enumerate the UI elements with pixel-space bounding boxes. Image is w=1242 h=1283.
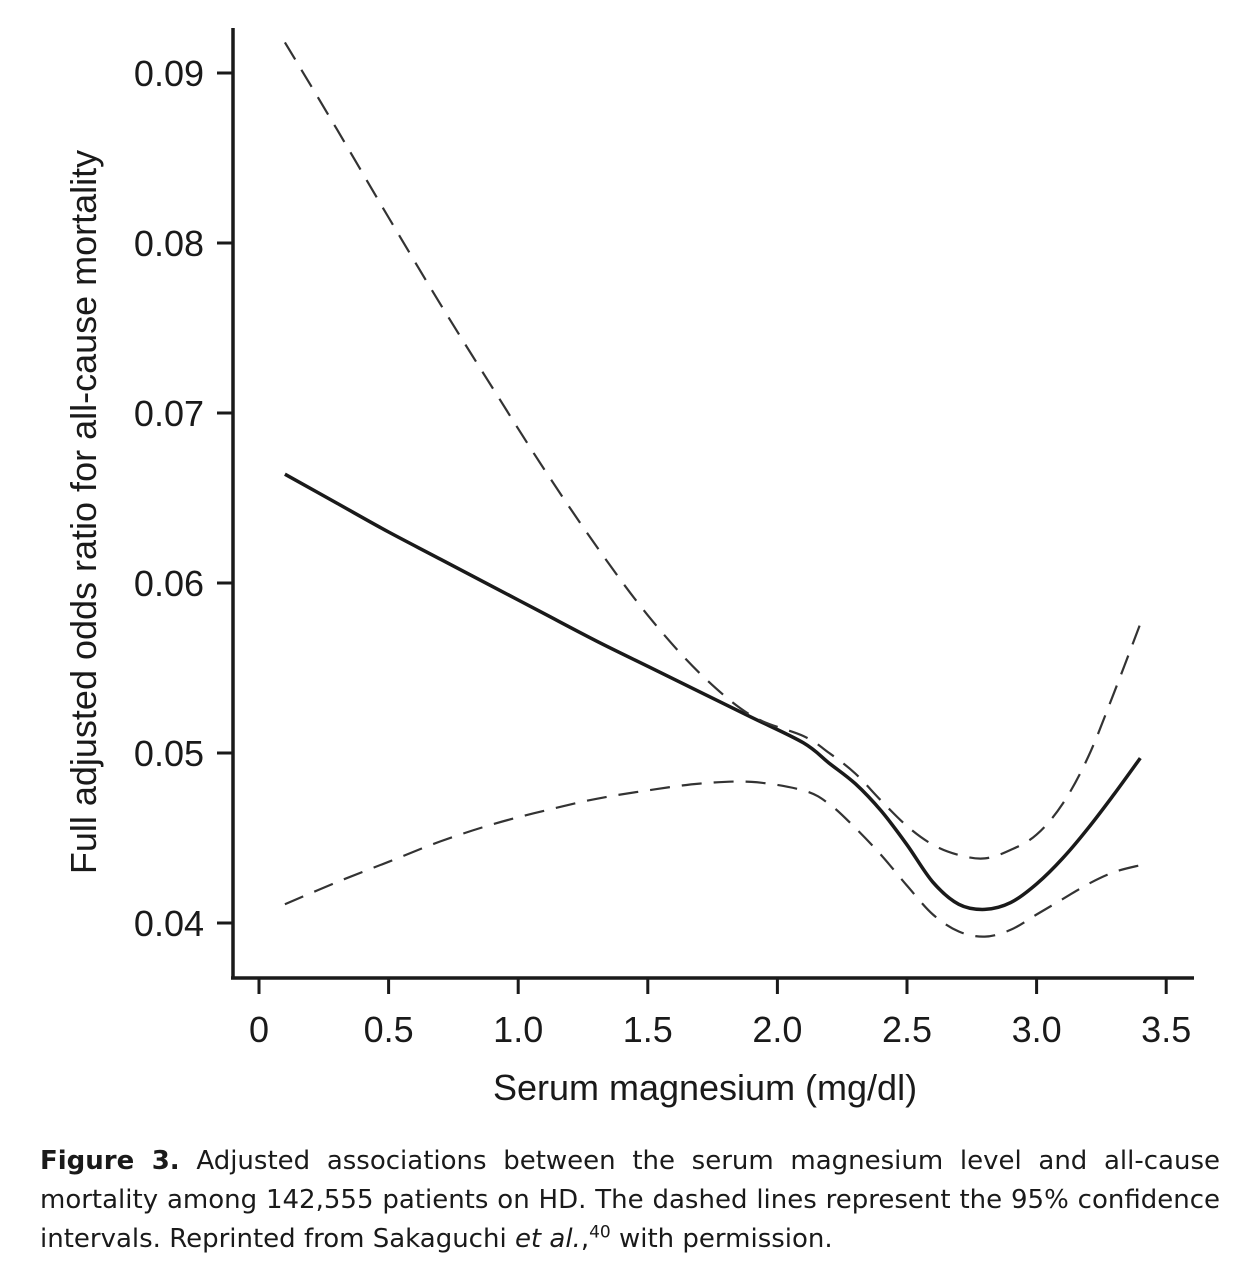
y-axis-ticks: 0.04 0.05 0.06 0.07 0.08 0.09 <box>134 53 233 944</box>
caption-text-1: Adjusted associations between the serum … <box>40 1146 1220 1254</box>
figure-caption: Figure 3. Adjusted associations between … <box>40 1142 1220 1259</box>
series-layer <box>283 41 1142 938</box>
caption-superscript: 40 <box>589 1222 611 1243</box>
x-tick-label: 1.5 <box>623 1009 673 1050</box>
x-tick-label: 2.5 <box>882 1009 932 1050</box>
fitted-line <box>284 472 1142 912</box>
figure-label: Figure 3. <box>40 1146 180 1176</box>
caption-italic: et al. <box>514 1224 581 1254</box>
plot-area: 0 0.5 1.0 1.5 2.0 2.5 3.0 3.5 0.040.050.060.070… <box>134 28 1194 1050</box>
x-axis-ticks: 0 0.5 1.0 1.5 2.0 2.5 3.0 3.5 <box>249 978 1191 1050</box>
y-tick-label: 0.06 <box>134 563 204 604</box>
upper-ci-line <box>283 41 1142 860</box>
x-tick-label: 2.0 <box>752 1009 802 1050</box>
y-tick-label: 0.08 <box>134 223 204 264</box>
x-tick-label: 3.0 <box>1012 1009 1062 1050</box>
x-tick-label: 0.5 <box>364 1009 414 1050</box>
x-tick-label: 0 <box>249 1009 269 1050</box>
y-tick-label: 0.09 <box>134 53 204 94</box>
y-axis-title: Full adjusted odds ratio for all-cause m… <box>63 150 104 874</box>
lower-ci-line <box>284 780 1141 938</box>
y-tick-label: 0.07 <box>134 393 204 434</box>
x-axis-title: Serum magnesium (mg/dl) <box>493 1067 917 1108</box>
line-chart: 0 0.5 1.0 1.5 2.0 2.5 3.0 3.5 0.040.050.060.070… <box>63 28 1194 1108</box>
caption-text-3: with permission. <box>610 1224 833 1254</box>
x-tick-label: 3.5 <box>1141 1009 1191 1050</box>
x-tick-label: 1.0 <box>493 1009 543 1050</box>
caption-text-2: , <box>580 1224 590 1254</box>
y-tick-label: 0.04 <box>134 903 204 944</box>
y-tick-label: 0.05 <box>134 733 204 774</box>
